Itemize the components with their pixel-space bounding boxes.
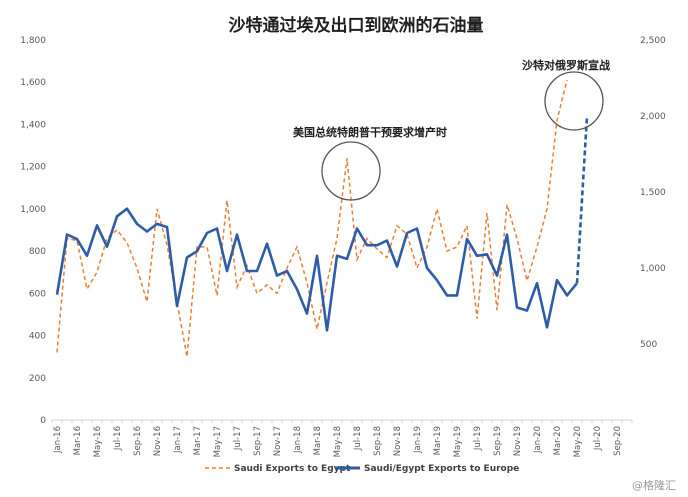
x-tick-label-3: Jul-16 (113, 426, 123, 451)
x-tick-label-9: Jul-17 (233, 426, 243, 451)
x-tick-label-5: Nov-16 (153, 426, 163, 456)
x-tick-label-1: Mar-16 (73, 426, 83, 455)
x-tick-label-17: Nov-18 (393, 426, 403, 456)
x-tick-label-16: Sep-18 (373, 426, 383, 456)
right-tick-label-4: 2,500 (640, 36, 666, 46)
left-tick-label-0: 0 (40, 416, 46, 426)
x-tick-label-2: May-16 (93, 426, 103, 457)
series-europe-line (55, 207, 579, 332)
x-tick-label-15: Jul-18 (353, 426, 363, 451)
left-tick-label-8: 1,600 (20, 78, 46, 88)
x-tick-label-18: Jan-19 (413, 426, 423, 454)
x-tick-label-8: May-17 (213, 426, 223, 457)
right-tick-label-3: 2,000 (640, 112, 666, 122)
left-axis-ticks: 0 200 400 600 800 1,000 1,200 1,400 1,600 1,800 (20, 36, 46, 426)
annotation-trump: 美国总统特朗普干预要求增产时 (293, 125, 447, 139)
x-tick-label-25: Mar-20 (553, 426, 563, 455)
series-layer (55, 79, 589, 357)
x-tick-label-6: Jan-17 (173, 426, 183, 454)
x-tick-label-14: May-18 (333, 426, 343, 457)
annotation-circle-trump (321, 141, 381, 201)
left-tick-label-5: 1,000 (20, 205, 46, 215)
x-axis-ticks: Jan-16 Mar-16 May-16 Jul-16 Sep-16 Nov-16 Jan-… (51, 420, 633, 457)
x-tick-label-12: Jan-18 (293, 426, 303, 454)
x-tick-label-21: Jul-19 (473, 426, 483, 451)
chart-title: 沙特通过埃及出口到欧洲的石油量 (229, 15, 484, 36)
x-tick-label-11: Nov-17 (273, 426, 283, 456)
x-tick-label-19: Mar-19 (433, 426, 443, 455)
legend: Saudi Exports to Egypt Saudi/Egypt Expor… (205, 464, 519, 474)
x-tick-label-13: Mar-18 (313, 426, 323, 455)
annotation-circle-saudi (544, 71, 604, 131)
watermark: @格隆汇 (632, 478, 676, 492)
x-tick-label-26: May-20 (573, 426, 583, 457)
annotation-saudi: 沙特对俄罗斯宣战 (522, 58, 610, 72)
right-tick-label-1: 1,000 (640, 264, 666, 274)
x-tick-label-28: Sep-20 (613, 426, 623, 456)
x-tick-label-20: May-19 (453, 426, 463, 457)
left-tick-label-2: 400 (29, 332, 46, 342)
right-axis-ticks: 500 1,000 1,500 2,000 2,500 (640, 36, 666, 350)
left-tick-label-1: 200 (29, 374, 46, 384)
x-tick-label-24: Jan-20 (533, 426, 543, 454)
series-egypt-line (56, 79, 568, 357)
left-tick-label-3: 600 (29, 289, 46, 299)
x-tick-label-27: Jul-20 (593, 426, 603, 451)
series-europe-forecast (575, 115, 589, 284)
left-tick-label-7: 1,400 (20, 120, 46, 130)
x-tick-label-10: Sep-17 (253, 426, 263, 456)
legend-label-egypt: Saudi Exports to Egypt (234, 464, 351, 474)
x-tick-label-7: Mar-17 (193, 426, 203, 455)
left-tick-label-6: 1,200 (20, 163, 46, 173)
left-tick-label-4: 800 (29, 247, 46, 257)
left-tick-label-9: 1,800 (20, 36, 46, 46)
legend-label-europe: Saudi/Egypt Exports to Europe (364, 464, 519, 474)
x-tick-label-22: Sep-19 (493, 426, 503, 456)
x-tick-label-4: Sep-16 (133, 426, 143, 456)
x-tick-label-0: Jan-16 (53, 426, 63, 454)
right-tick-label-0: 500 (640, 340, 657, 350)
x-tick-label-23: Nov-19 (513, 426, 523, 456)
right-tick-label-2: 1,500 (640, 188, 666, 198)
